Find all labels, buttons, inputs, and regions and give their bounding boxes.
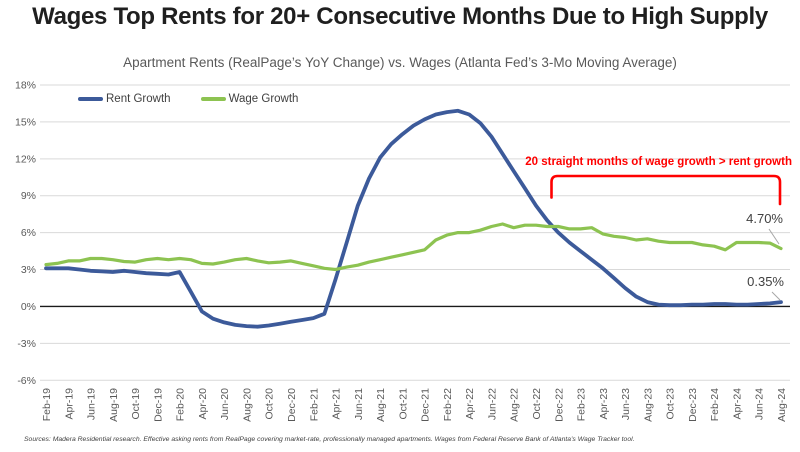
x-tick-label: Jun-23 [620, 388, 632, 420]
x-tick-label: Dec-21 [420, 388, 432, 422]
x-tick-label: Oct-23 [665, 388, 677, 420]
x-tick-label: Feb-23 [576, 388, 588, 421]
x-tick-label: Aug-19 [108, 388, 120, 422]
wage-growth-line [44, 222, 783, 272]
legend-label-rent: Rent Growth [106, 93, 171, 105]
x-tick-label: Dec-19 [152, 388, 164, 422]
wage-end-value-label: 4.70% [746, 211, 783, 226]
x-tick-label: Apr-21 [331, 388, 343, 420]
page-title: Wages Top Rents for 20+ Consecutive Mont… [32, 3, 768, 30]
x-tick-label: Feb-19 [41, 388, 53, 421]
x-tick-label: Feb-24 [709, 388, 721, 421]
y-axis-tick-labels: 18% 15% 12% 9% 6% 3% 0% -3% -6% [15, 80, 36, 387]
x-tick-label: Jun-22 [486, 388, 498, 420]
x-tick-label: Apr-19 [63, 388, 75, 420]
rent-line-swatch [78, 97, 103, 101]
annotation-text: 20 straight months of wage growth > rent… [525, 156, 792, 168]
x-tick-label: Aug-23 [642, 388, 654, 422]
rent-end-leader-line [771, 291, 781, 301]
y-tick-label: -3% [17, 338, 36, 350]
x-tick-label: Jun-24 [754, 388, 766, 420]
x-tick-label: Dec-22 [553, 388, 565, 422]
rent-growth-line [44, 108, 783, 329]
x-tick-label: Feb-22 [442, 388, 454, 421]
x-tick-label: Apr-20 [197, 388, 209, 420]
y-tick-label: 3% [21, 264, 36, 276]
rent-end-value-label: 0.35% [747, 274, 784, 289]
x-tick-label: Oct-20 [264, 388, 276, 420]
x-tick-label: Jun-19 [86, 388, 98, 420]
x-tick-label: Jun-21 [353, 388, 365, 420]
y-tick-label: 15% [15, 116, 36, 128]
legend-item-wage-growth: Wage Growth [200, 93, 299, 105]
y-tick-label: 12% [15, 153, 36, 165]
wage-end-leader-line [768, 228, 780, 245]
y-tick-label: -6% [17, 375, 36, 387]
x-axis-tick-labels: Feb-19 Apr-19 Jun-19 Aug-19 Oct-19 Dec-19 Feb-… [41, 388, 788, 422]
legend-item-rent-growth: Rent Growth [78, 93, 171, 105]
x-tick-label: Oct-22 [531, 388, 543, 420]
wage-line-swatch [200, 97, 226, 101]
y-tick-label: 0% [21, 301, 36, 313]
x-tick-label: Dec-23 [687, 388, 699, 422]
x-tick-label: Feb-20 [175, 388, 187, 421]
y-tick-label: 18% [15, 80, 36, 92]
x-tick-label: Feb-21 [308, 388, 320, 421]
x-tick-label: Apr-22 [464, 388, 476, 420]
gridlines [40, 84, 790, 381]
data-series-lines [44, 108, 783, 329]
x-tick-label: Oct-21 [397, 388, 409, 420]
source-note: Sources: Madera Residential research. Ef… [24, 436, 635, 443]
x-tick-label: Jun-20 [219, 388, 231, 420]
chart-legend: Rent Growth Wage Growth [78, 93, 298, 105]
x-tick-label: Dec-20 [286, 388, 298, 422]
x-tick-label: Apr-24 [731, 388, 743, 420]
legend-label-wage: Wage Growth [228, 93, 299, 105]
x-tick-label: Aug-21 [375, 388, 387, 422]
x-tick-label: Aug-22 [509, 388, 521, 422]
y-tick-label: 9% [21, 190, 36, 202]
x-tick-label: Aug-20 [241, 388, 253, 422]
annotation-bracket [550, 174, 782, 206]
y-tick-label: 6% [21, 227, 36, 239]
x-tick-label: Aug-24 [776, 388, 788, 422]
x-tick-label: Apr-23 [598, 388, 610, 420]
chart-subtitle: Apartment Rents (RealPage’s YoY Change) … [123, 55, 677, 70]
x-tick-label: Oct-19 [130, 388, 142, 420]
